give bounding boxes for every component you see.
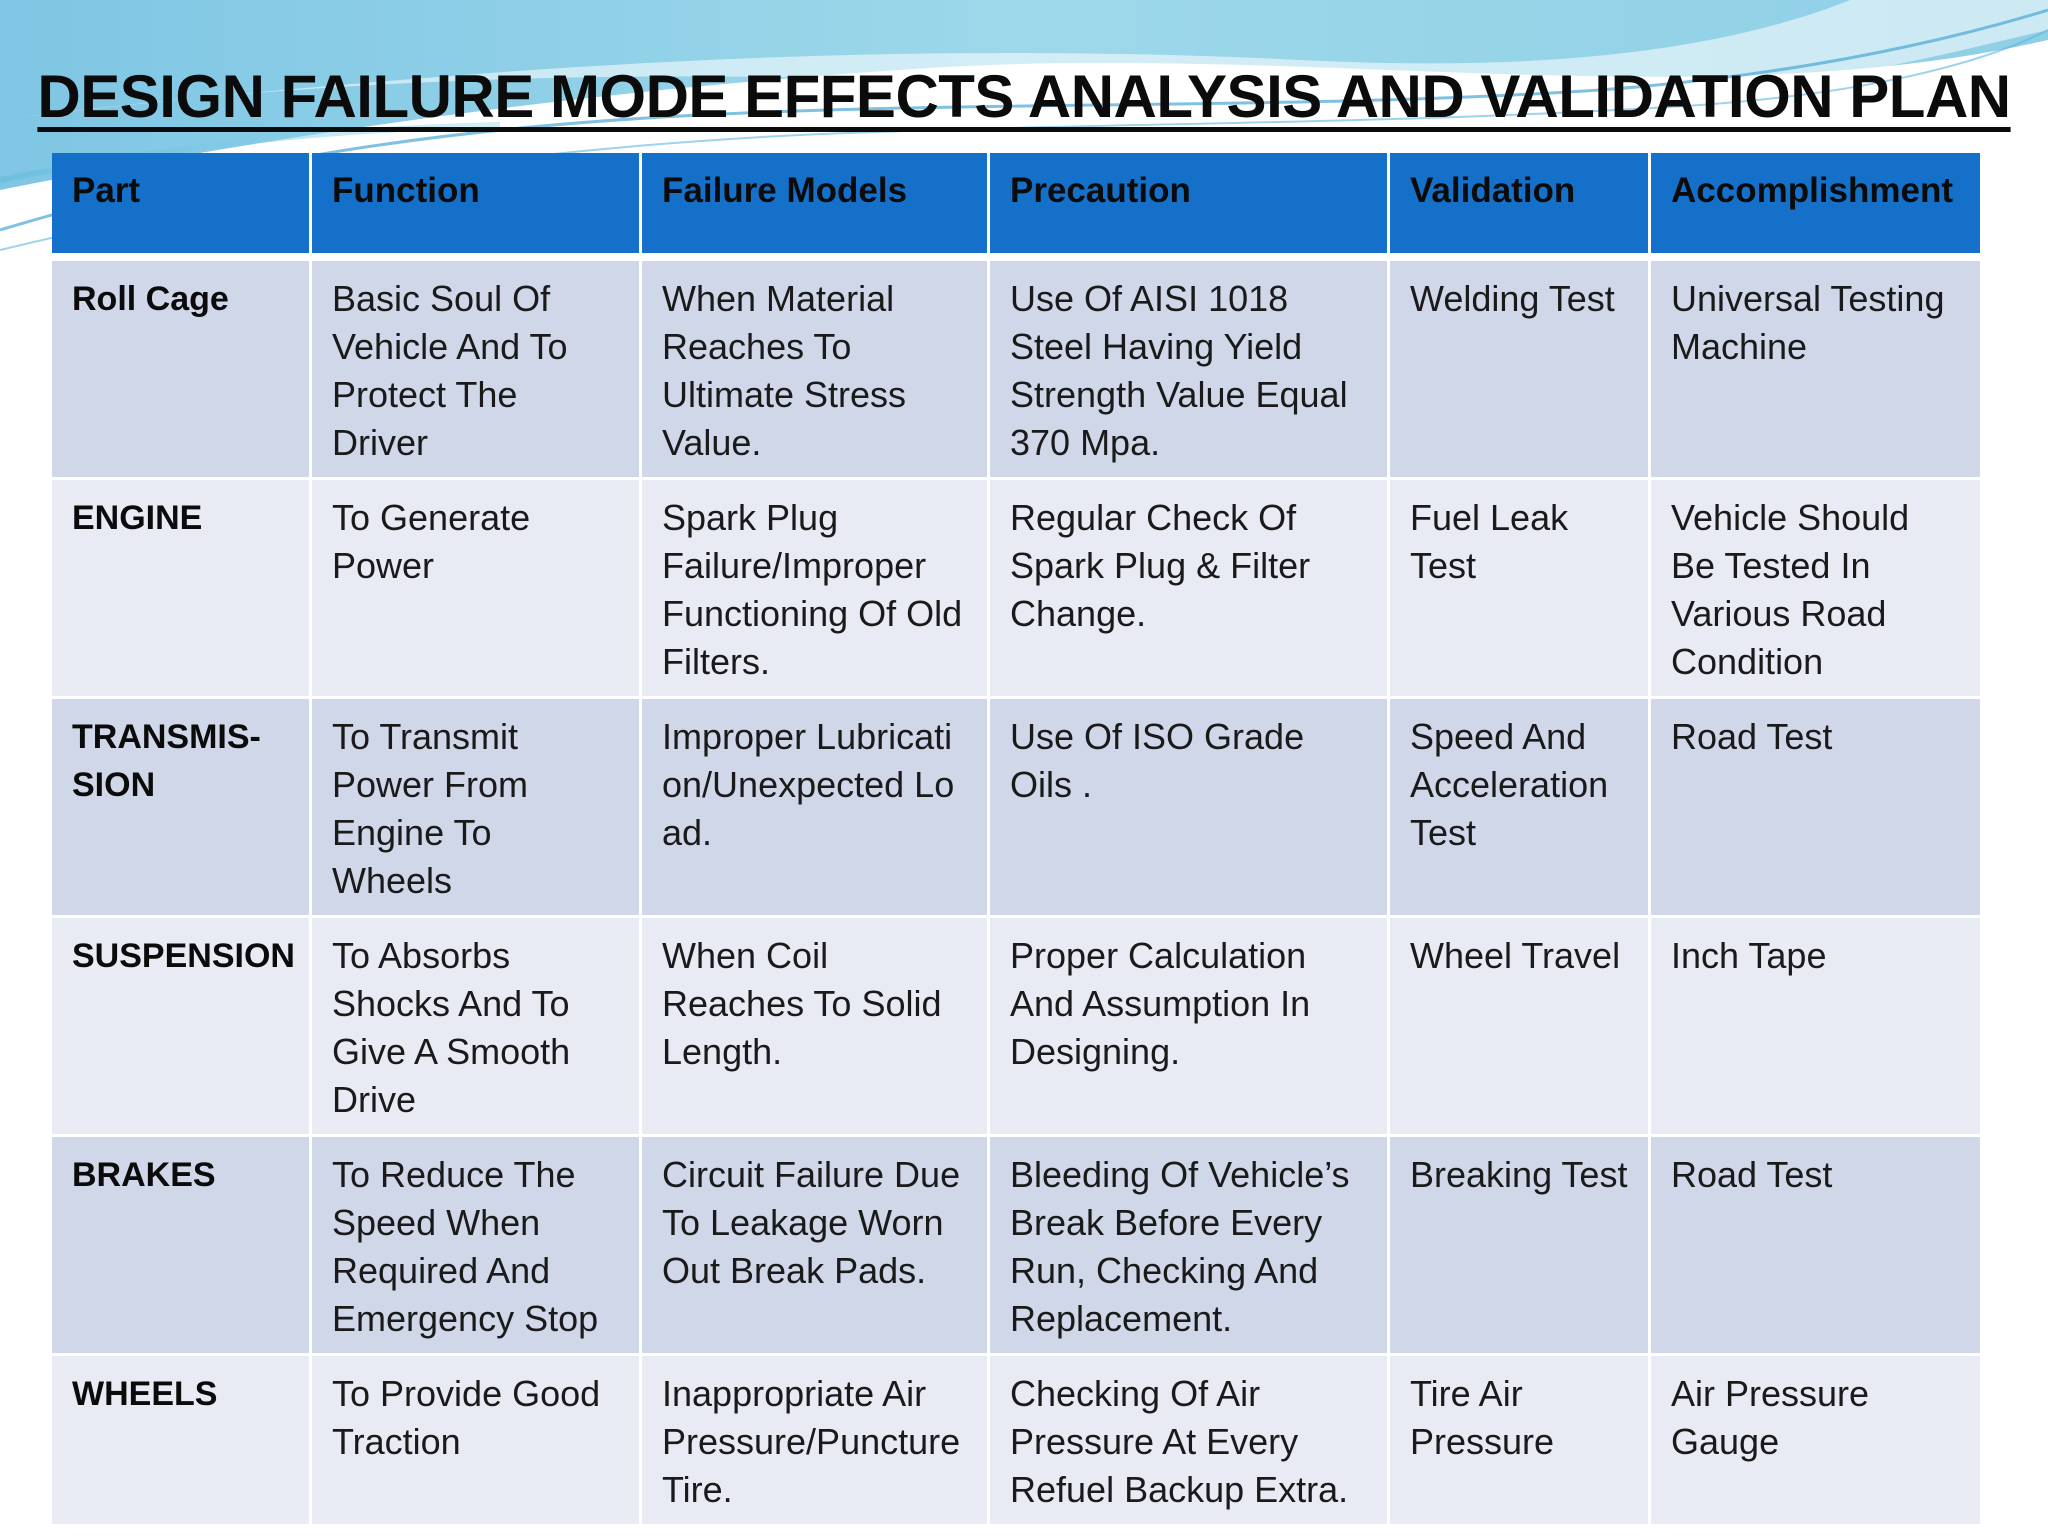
header-validation: Validation — [1390, 153, 1651, 261]
cell-failure: When Material Reaches To Ultimate Stress… — [642, 261, 990, 480]
header-function: Function — [312, 153, 642, 261]
header-failure-models: Failure Models — [642, 153, 990, 261]
table-row: Roll Cage Basic Soul Of Vehicle And To P… — [52, 261, 1980, 480]
table-row: WHEELS To Provide Good Traction Inapprop… — [52, 1356, 1980, 1527]
cell-function: Basic Soul Of Vehicle And To Protect The… — [312, 261, 642, 480]
cell-failure: Spark Plug Failure/Improper Functioning … — [642, 480, 990, 699]
cell-part: SUSPENSION — [52, 918, 312, 1137]
cell-failure: When Coil Reaches To Solid Length. — [642, 918, 990, 1137]
cell-precaution: Regular Check Of Spark Plug & Filter Cha… — [990, 480, 1390, 699]
table-header-row: Part Function Failure Models Precaution … — [52, 153, 1980, 261]
table-row: ENGINE To Generate Power Spark Plug Fail… — [52, 480, 1980, 699]
cell-part: TRANSMIS-SION — [52, 699, 312, 918]
cell-validation: Speed And Acceleration Test — [1390, 699, 1651, 918]
cell-validation: Tire Air Pressure — [1390, 1356, 1651, 1527]
cell-precaution: Checking Of Air Pressure At Every Refuel… — [990, 1356, 1390, 1527]
cell-validation: Welding Test — [1390, 261, 1651, 480]
cell-function: To Absorbs Shocks And To Give A Smooth D… — [312, 918, 642, 1137]
cell-validation: Breaking Test — [1390, 1137, 1651, 1356]
page-title: DESIGN FAILURE MODE EFFECTS ANALYSIS AND… — [37, 63, 2011, 130]
cell-function: To Provide Good Traction — [312, 1356, 642, 1527]
cell-validation: Wheel Travel — [1390, 918, 1651, 1137]
cell-accomplishment: Vehicle Should Be Tested In Various Road… — [1651, 480, 1980, 699]
cell-function: To Reduce The Speed When Required And Em… — [312, 1137, 642, 1356]
table-row: BRAKES To Reduce The Speed When Required… — [52, 1137, 1980, 1356]
cell-precaution: Proper Calculation And Assumption In Des… — [990, 918, 1390, 1137]
cell-accomplishment: Road Test — [1651, 1137, 1980, 1356]
cell-failure: Circuit Failure Due To Leakage Worn Out … — [642, 1137, 990, 1356]
dfmea-table-container: Part Function Failure Models Precaution … — [52, 153, 1980, 1527]
dfmea-table: Part Function Failure Models Precaution … — [52, 153, 1980, 1527]
cell-precaution: Use Of AISI 1018 Steel Having Yield Stre… — [990, 261, 1390, 480]
cell-precaution: Bleeding Of Vehicle’s Break Before Every… — [990, 1137, 1390, 1356]
cell-part: BRAKES — [52, 1137, 312, 1356]
cell-accomplishment: Air Pressure Gauge — [1651, 1356, 1980, 1527]
cell-function: To Transmit Power From Engine To Wheels — [312, 699, 642, 918]
table-row: SUSPENSION To Absorbs Shocks And To Give… — [52, 918, 1980, 1137]
header-part: Part — [52, 153, 312, 261]
cell-failure: Improper Lubrication/Unexpected Load. — [642, 699, 990, 918]
cell-accomplishment: Universal Testing Machine — [1651, 261, 1980, 480]
cell-accomplishment: Inch Tape — [1651, 918, 1980, 1137]
cell-validation: Fuel Leak Test — [1390, 480, 1651, 699]
cell-part: WHEELS — [52, 1356, 312, 1527]
cell-failure: Inappropriate Air Pressure/Puncture Tire… — [642, 1356, 990, 1527]
header-precaution: Precaution — [990, 153, 1390, 261]
cell-part: Roll Cage — [52, 261, 312, 480]
cell-accomplishment: Road Test — [1651, 699, 1980, 918]
cell-function: To Generate Power — [312, 480, 642, 699]
cell-precaution: Use Of ISO Grade Oils . — [990, 699, 1390, 918]
header-accomplishment: Accomplishment — [1651, 153, 1980, 261]
table-row: TRANSMIS-SION To Transmit Power From Eng… — [52, 699, 1980, 918]
cell-part: ENGINE — [52, 480, 312, 699]
